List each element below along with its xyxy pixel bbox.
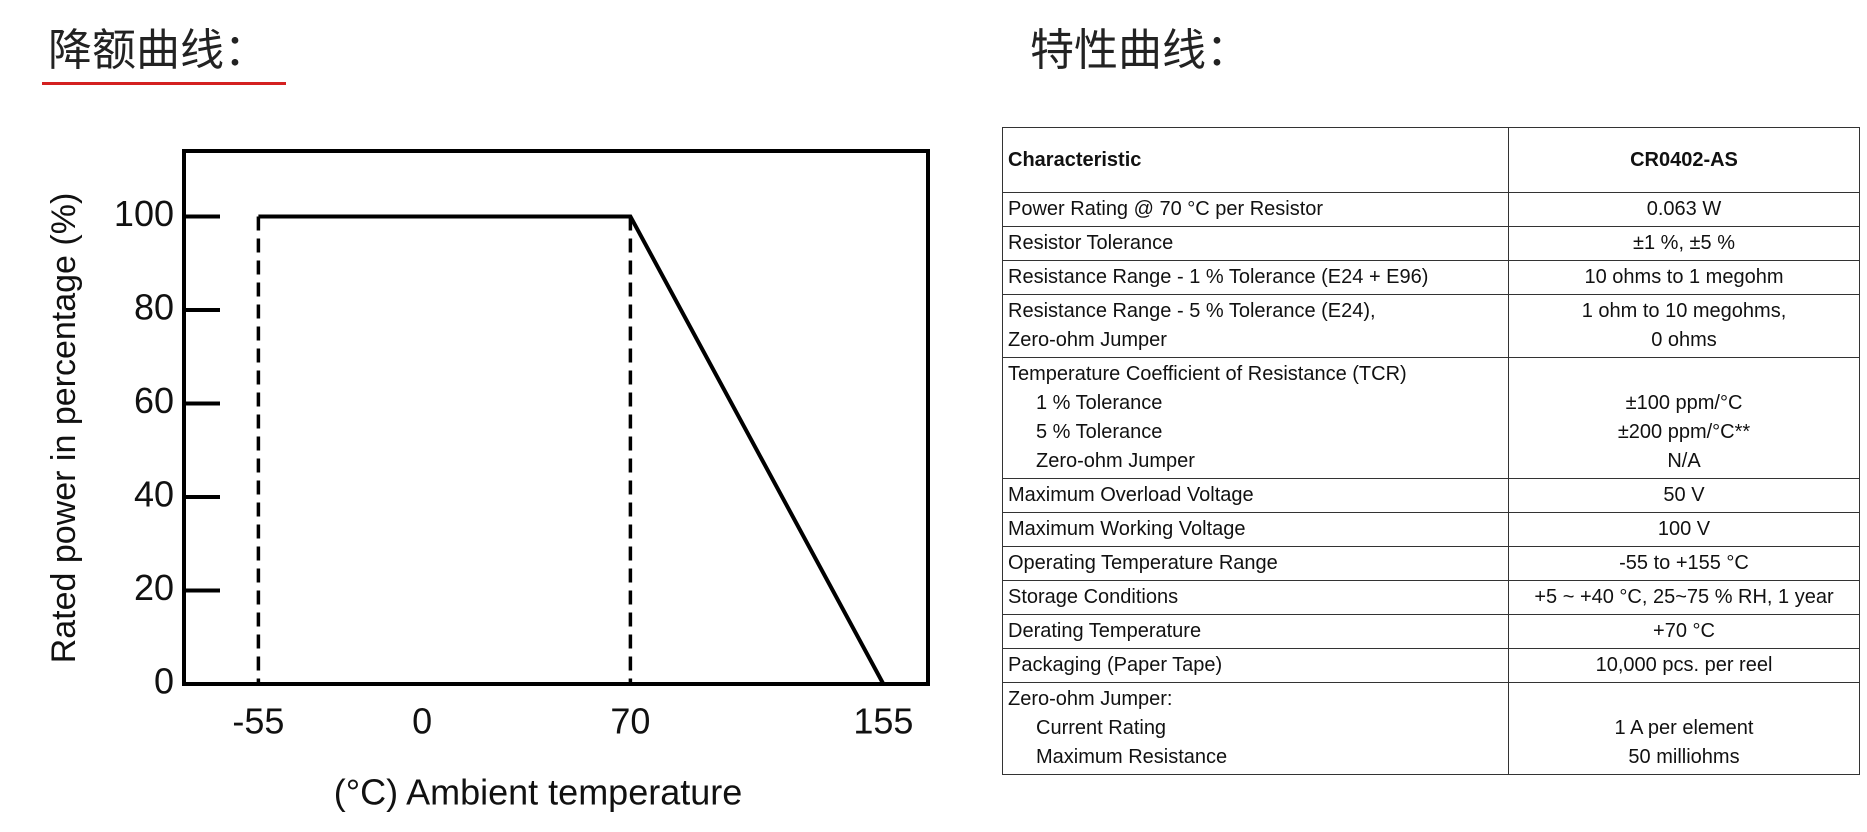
table-cell: Derating Temperature xyxy=(1002,614,1509,649)
table-cell: ±100 ppm/°C ±200 ppm/°C** N/A xyxy=(1508,357,1860,479)
y-tick-label: 100 xyxy=(114,193,174,234)
table-cell: +70 °C xyxy=(1508,614,1860,649)
cell-line: Maximum Overload Voltage xyxy=(1008,484,1254,506)
cell-line: 1 % Tolerance xyxy=(1036,392,1163,414)
cell-line: Current Rating xyxy=(1036,717,1167,739)
cell-line: Maximum Resistance xyxy=(1036,746,1228,768)
header-row: Characteristic CR0402-AS xyxy=(1002,127,1860,193)
x-tick-label: -55 xyxy=(232,701,284,742)
table-cell: 10 ohms to 1 megohm xyxy=(1508,260,1860,295)
cell-line: Maximum Working Voltage xyxy=(1008,518,1246,540)
table-cell: 10,000 pcs. per reel xyxy=(1508,648,1860,683)
cell-line: Zero-ohm Jumper: xyxy=(1008,688,1173,710)
chart: 0 20 40 60 80 100 -55 0 70 155 (°C) Ambient temper… xyxy=(45,149,930,813)
cell-line: Resistance Range - 1 % Tolerance (E24 + … xyxy=(1008,266,1429,288)
cell-line: 5 % Tolerance xyxy=(1036,421,1163,443)
cell-line: Packaging (Paper Tape) xyxy=(1008,654,1223,676)
table-row: Operating Temperature Range -55 to +155 °… xyxy=(1002,546,1860,581)
cell-line: 50 milliohms xyxy=(1628,746,1740,768)
cell-line: 100 V xyxy=(1657,518,1711,540)
y-tick-label: 40 xyxy=(134,473,174,514)
cell-line: ±100 ppm/°C xyxy=(1625,392,1743,414)
cell-line: Resistance Range - 5 % Tolerance (E24), xyxy=(1008,300,1376,322)
y-tick-label: 60 xyxy=(134,380,174,421)
y-axis-label: Rated power in percentage (%) xyxy=(45,193,83,664)
table-row: Packaging (Paper Tape) 10,000 pcs. per re… xyxy=(1002,648,1860,683)
table-row: Storage Conditions +5 ~ +40 °C, 25~75 % R… xyxy=(1002,580,1860,615)
cell-line: 1 A per element xyxy=(1614,717,1754,739)
table-cell: 50 V xyxy=(1508,478,1860,513)
table-cell: Storage Conditions xyxy=(1002,580,1509,615)
cell-line: 10 ohms to 1 megohm xyxy=(1584,266,1784,288)
cell-line: Storage Conditions xyxy=(1008,586,1179,608)
table-cell: ±1 %, ±5 % xyxy=(1508,226,1860,261)
table-row: Power Rating @ 70 °C per Resistor 0.063 W xyxy=(1002,192,1860,227)
cell-line: Power Rating @ 70 °C per Resistor xyxy=(1008,198,1324,220)
table-cell: Maximum Overload Voltage xyxy=(1002,478,1509,513)
cell-line: N/A xyxy=(1667,450,1701,472)
cell-line: +70 °C xyxy=(1653,620,1715,642)
heading: 降额曲线： xyxy=(48,25,268,76)
cell-line: 0.063 W xyxy=(1646,198,1722,220)
header-cell: CR0402-AS xyxy=(1508,127,1860,193)
x-tick-label: 70 xyxy=(610,701,650,742)
cell-line: Derating Temperature xyxy=(1008,620,1202,642)
table-cell: Maximum Working Voltage xyxy=(1002,512,1509,547)
table-cell: Resistor Tolerance xyxy=(1002,226,1509,261)
x-tick-label: 155 xyxy=(853,701,913,742)
table-cell: Resistance Range - 1 % Tolerance (E24 + … xyxy=(1002,260,1509,295)
cell-line: 10,000 pcs. per reel xyxy=(1595,654,1773,676)
y-tick-label: 0 xyxy=(154,661,174,702)
cell-line: ±200 ppm/°C** xyxy=(1617,421,1751,443)
heading: 特性曲线： xyxy=(1030,25,1250,76)
table-cell: Resistance Range - 5 % Tolerance (E24), Z… xyxy=(1002,294,1509,358)
plot-frame xyxy=(182,149,930,686)
table-cell: 100 V xyxy=(1508,512,1860,547)
table-row: Maximum Working Voltage 100 V xyxy=(1002,512,1860,547)
table-cell: Packaging (Paper Tape) xyxy=(1002,648,1509,683)
table-row: Temperature Coefficient of Resistance (T… xyxy=(1002,357,1860,479)
y-tick-label: 80 xyxy=(134,286,174,327)
table-cell: Power Rating @ 70 °C per Resistor xyxy=(1002,192,1509,227)
table-cell: 1 A per element 50 milliohms xyxy=(1508,682,1860,775)
cell-line: ±1 %, ±5 % xyxy=(1633,232,1735,254)
cell-line: Temperature Coefficient of Resistance (T… xyxy=(1008,363,1407,385)
table-row: Resistance Range - 5 % Tolerance (E24), Z… xyxy=(1002,294,1860,358)
x-tick-label: 0 xyxy=(412,701,432,742)
table-cell: 1 ohm to 10 megohms, 0 ohms xyxy=(1508,294,1860,358)
table-cell: 0.063 W xyxy=(1508,192,1860,227)
cell-line: 0 ohms xyxy=(1651,329,1717,351)
table-cell: +5 ~ +40 °C, 25~75 % RH, 1 year xyxy=(1508,580,1860,615)
cell-line: 1 ohm to 10 megohms, xyxy=(1581,300,1787,322)
spec-table: Characteristic CR0402-AS Power Rating @ 70… xyxy=(1002,127,1860,775)
y-tick-label: 20 xyxy=(134,567,174,608)
table-row: Resistor Tolerance ±1 %, ±5 % xyxy=(1002,226,1860,261)
derating-line xyxy=(258,214,886,685)
cell-line: -55 to +155 °C xyxy=(1619,552,1749,574)
header-cell: Characteristic xyxy=(1002,127,1509,193)
table-row: Resistance Range - 1 % Tolerance (E24 + … xyxy=(1002,260,1860,295)
table-row: Maximum Overload Voltage 50 V xyxy=(1002,478,1860,513)
cell-line: Zero-ohm Jumper xyxy=(1008,329,1167,351)
cell-line: 50 V xyxy=(1663,484,1705,506)
cell-line: Operating Temperature Range xyxy=(1008,552,1278,574)
cell-line: +5 ~ +40 °C, 25~75 % RH, 1 year xyxy=(1534,586,1834,608)
table-cell: -55 to +155 °C xyxy=(1508,546,1860,581)
table-cell: Operating Temperature Range xyxy=(1002,546,1509,581)
table-cell: Temperature Coefficient of Resistance (T… xyxy=(1002,357,1509,479)
table-row: Derating Temperature +70 °C xyxy=(1002,614,1860,649)
x-axis-label: (°C) Ambient temperature xyxy=(334,772,743,813)
cell-line: Zero-ohm Jumper xyxy=(1036,450,1195,472)
cell-line: Resistor Tolerance xyxy=(1008,232,1174,254)
table-cell: Zero-ohm Jumper: Current Rating Maximum Re… xyxy=(1002,682,1509,775)
heading-underline xyxy=(42,82,286,85)
table-row: Zero-ohm Jumper: Current Rating Maximum Re… xyxy=(1002,682,1860,775)
